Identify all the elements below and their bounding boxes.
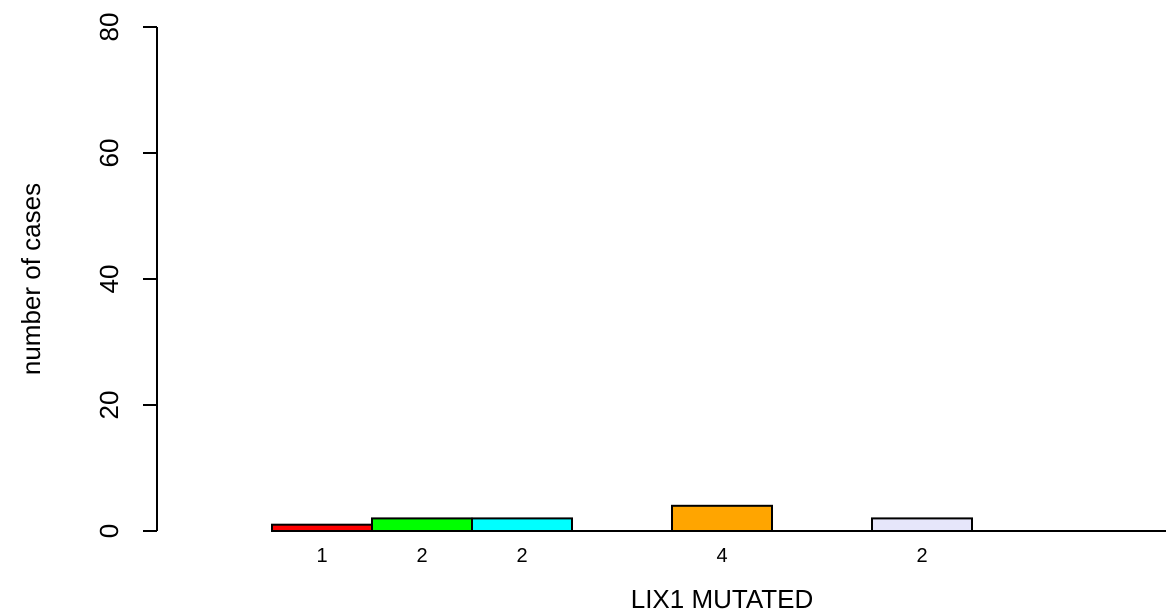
y-axis-title: number of cases [16, 183, 46, 375]
y-tick-label: 0 [94, 524, 124, 538]
y-tick-label: 60 [94, 139, 124, 168]
bar [371, 517, 473, 533]
bar-value-label: 4 [716, 545, 727, 567]
bar [671, 504, 773, 532]
bar-value-label: 2 [516, 545, 527, 567]
bar-value-labels: 1 2 2 4 2 [316, 545, 927, 567]
y-tick-label: 20 [94, 391, 124, 420]
y-axis: 0 20 40 60 80 [94, 13, 158, 538]
bar [471, 517, 573, 533]
bars-group [271, 504, 973, 533]
bar [871, 517, 973, 533]
y-tick-label: 80 [94, 13, 124, 42]
bar-value-label: 2 [916, 545, 927, 567]
bar-value-label: 1 [316, 545, 327, 567]
bar-value-label: 2 [416, 545, 427, 567]
y-tick-label: 40 [94, 265, 124, 294]
x-axis-title: LIX1 MUTATED [631, 584, 814, 614]
